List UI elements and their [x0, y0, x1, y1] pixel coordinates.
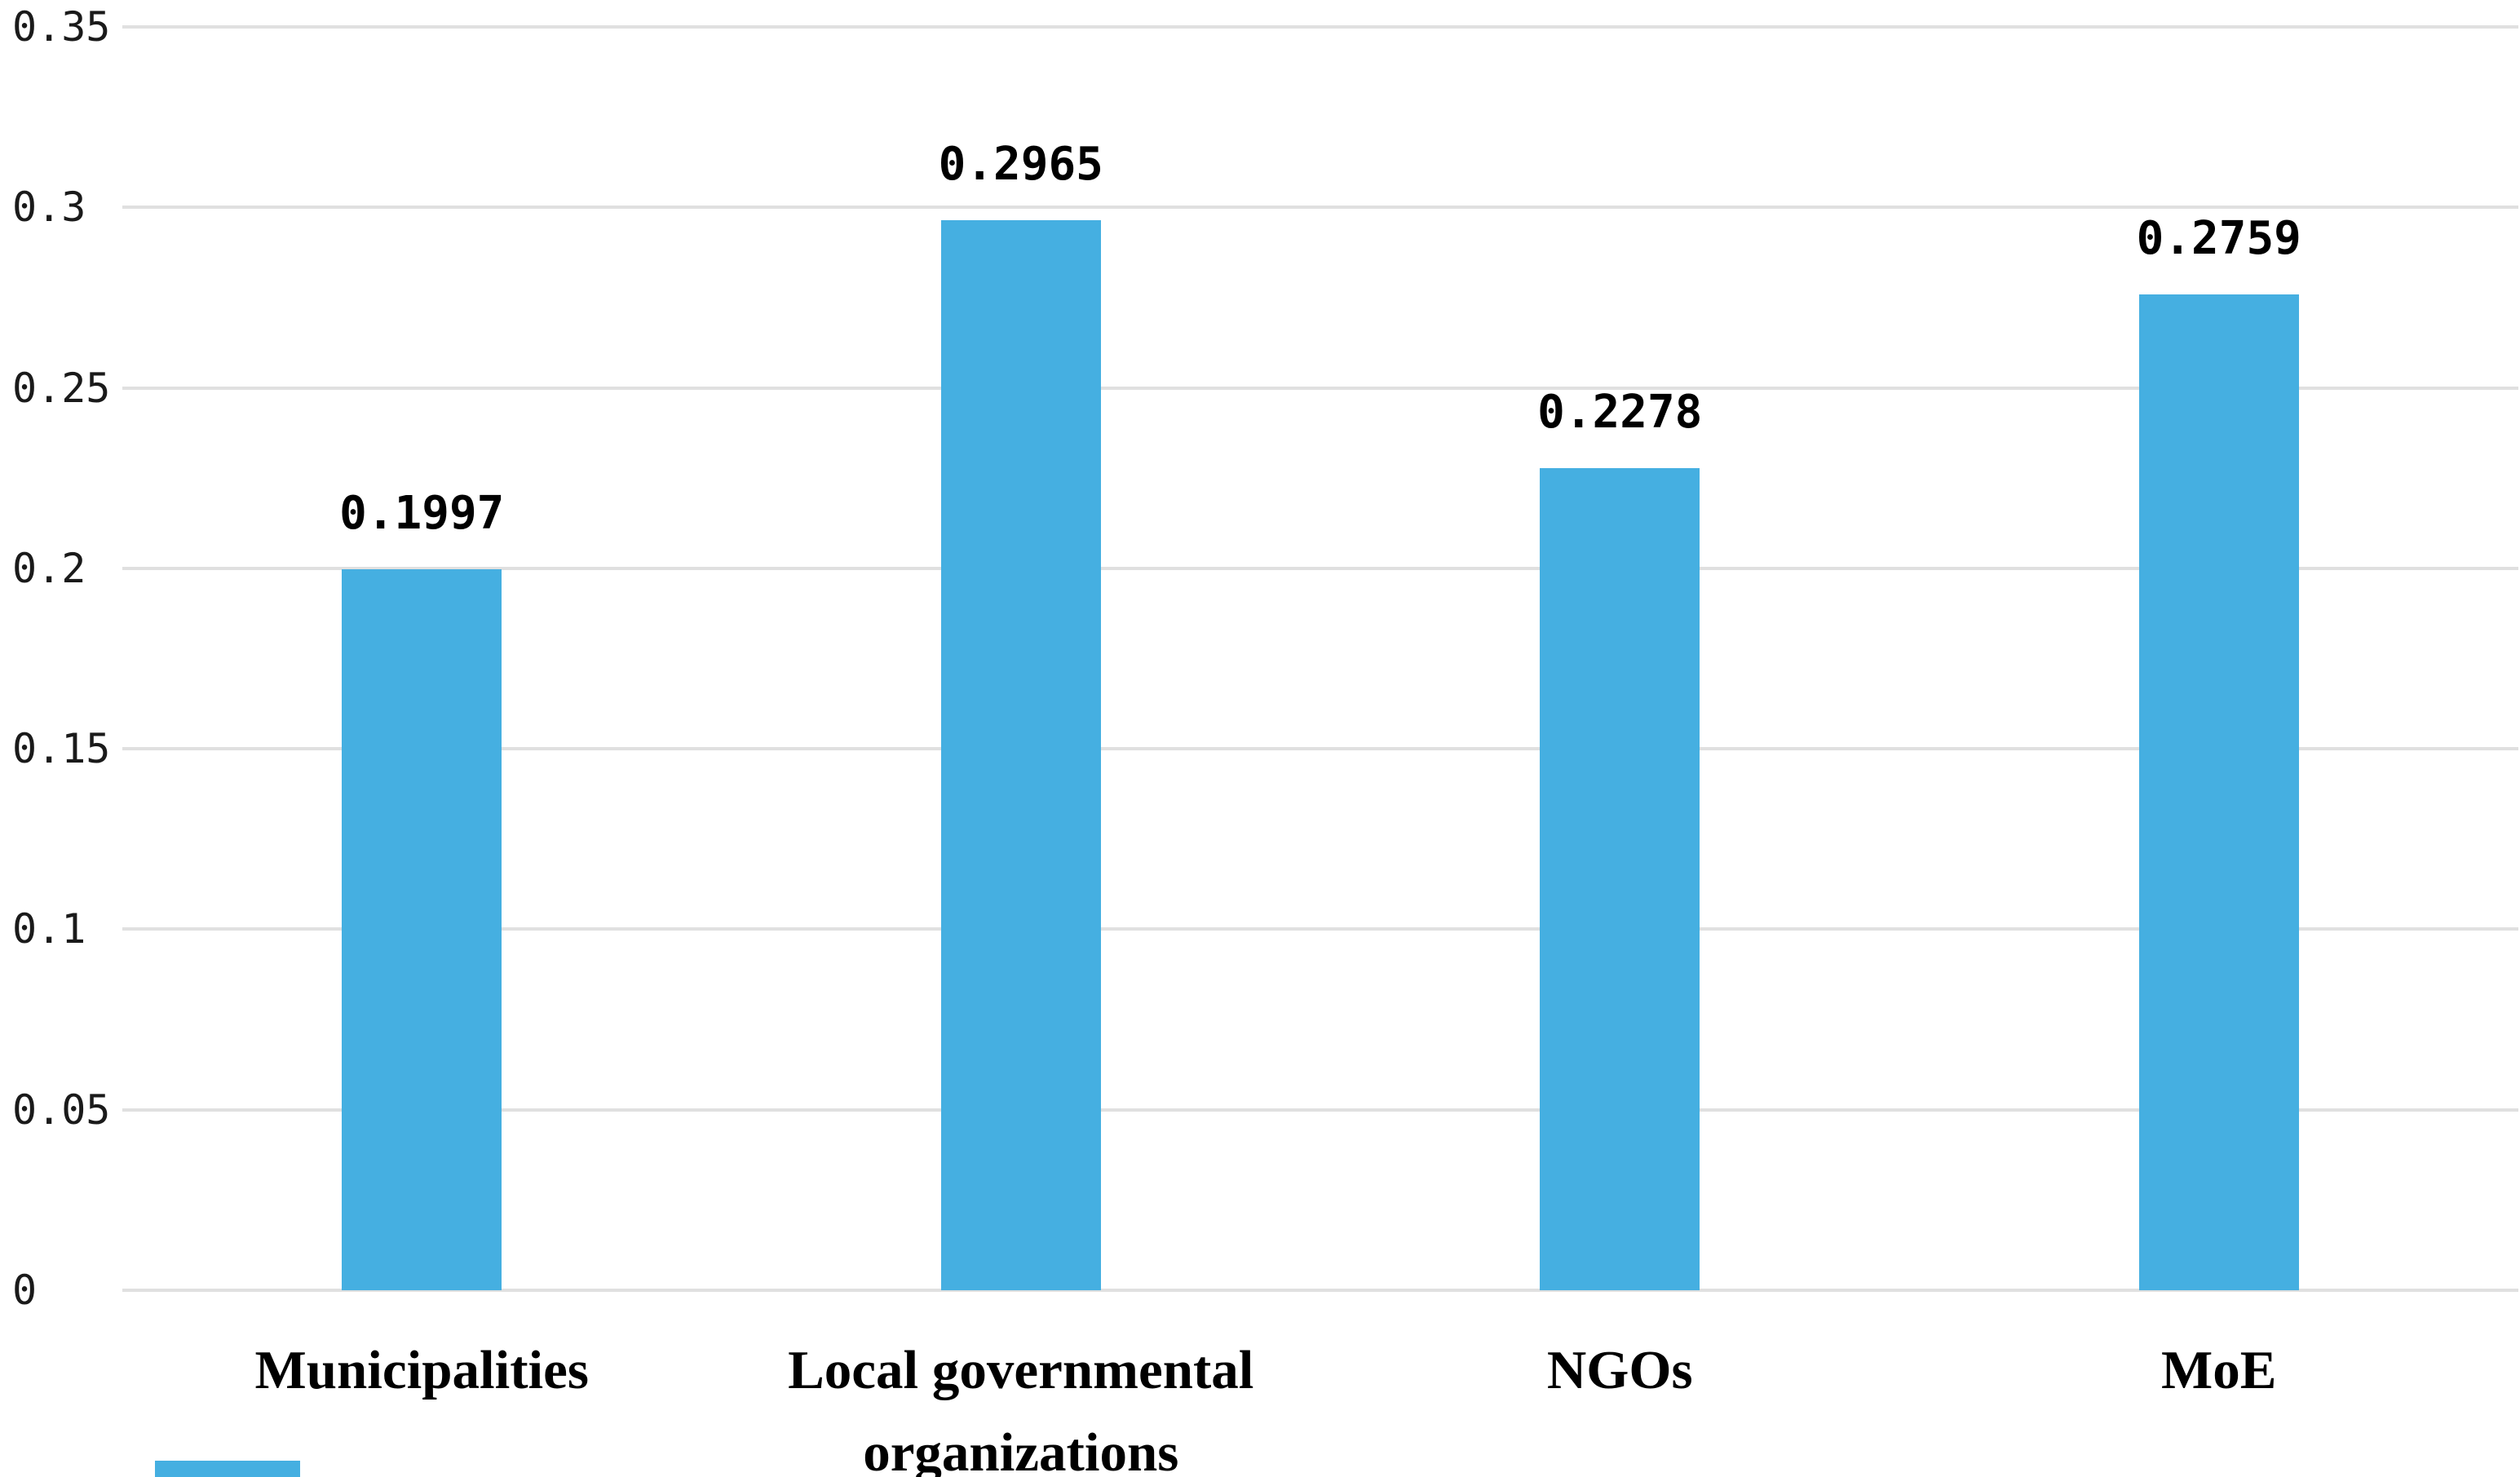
bar-ngos: 0.2278	[1537, 389, 1702, 1290]
x-axis-label-moe: MoE	[2161, 1340, 2277, 1400]
gridline-0.1	[122, 927, 2518, 931]
bar-value-label-municipalities: 0.1997	[339, 487, 505, 541]
bar-value-label-local-governmental-organizations: 0.2965	[938, 137, 1103, 191]
bar-local-governmental-organizations: 0.2965	[939, 141, 1103, 1290]
y-tick-label: 0.2	[12, 544, 86, 592]
bar-value-label-ngos: 0.2278	[1537, 385, 1703, 439]
plot-area: 0.1997 0.2965 0.2278 0.2759	[122, 25, 2518, 1292]
bar-moe: 0.2759	[2137, 215, 2301, 1290]
y-tick-label: 0.1	[12, 905, 86, 953]
bar-value-label-moe: 0.2759	[2136, 211, 2301, 265]
y-tick-label: 0.35	[12, 3, 111, 51]
x-axis-label-municipalities: Municipalities	[254, 1340, 589, 1400]
bar-municipalities: 0.1997	[339, 491, 504, 1290]
gridline-0.05	[122, 1108, 2518, 1112]
y-tick-label: 0.25	[12, 364, 111, 412]
gridline-0.35	[122, 25, 2518, 29]
gridline-0.3	[122, 206, 2518, 210]
y-tick-label: 0.05	[12, 1086, 111, 1134]
gridline-0.2	[122, 566, 2518, 570]
gridline-0.15	[122, 747, 2518, 751]
x-axis-label-ngos: NGOs	[1546, 1340, 1693, 1400]
x-axis-label-local-governmental-organizations: Local governmental organizations	[788, 1340, 1254, 1477]
y-tick-label: 0.3	[12, 184, 86, 232]
gridline-0	[122, 1289, 2518, 1292]
gridline-0.25	[122, 386, 2518, 390]
partial-bar-fragment	[155, 1461, 300, 1477]
y-tick-label: 0.15	[12, 725, 111, 773]
y-tick-label: 0	[12, 1267, 38, 1314]
